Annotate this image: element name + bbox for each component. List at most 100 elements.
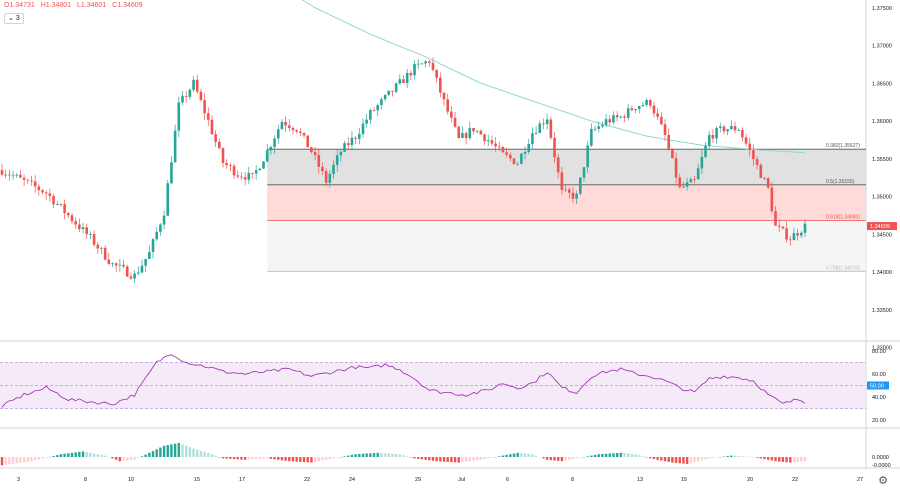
candle-body <box>601 124 604 127</box>
candle-body <box>715 128 718 139</box>
macd-histogram-bar <box>8 457 11 465</box>
rsi-tick-label: 80.00 <box>872 349 886 355</box>
macd-histogram-bar <box>45 457 48 458</box>
macd-histogram-bar <box>586 456 589 457</box>
macd-histogram-bar <box>472 457 475 461</box>
candle-body <box>446 99 450 112</box>
candle-body <box>741 130 744 138</box>
macd-histogram-bar <box>435 457 438 462</box>
macd-histogram-bar <box>221 457 225 459</box>
candle-body <box>33 181 37 187</box>
macd-histogram-bar <box>579 457 582 458</box>
candle-body <box>19 174 22 178</box>
macd-histogram-bar <box>402 455 405 457</box>
macd-histogram-bar <box>428 457 431 461</box>
candle-body <box>667 135 671 149</box>
macd-histogram-bar <box>74 452 77 457</box>
macd-histogram-bar <box>56 455 59 457</box>
candle-body <box>306 135 310 148</box>
candle-body <box>203 100 206 114</box>
candle-body <box>748 143 752 151</box>
indicator-count: 3 <box>15 15 20 22</box>
macd-histogram-bar <box>122 457 125 461</box>
macd-histogram-bar <box>796 457 799 462</box>
candle-body <box>737 130 740 132</box>
candle-body <box>678 177 682 187</box>
macd-histogram-bar <box>457 457 460 463</box>
macd-histogram-bar <box>162 445 166 457</box>
candle-body <box>195 79 199 92</box>
candle-body <box>770 187 774 212</box>
macd-histogram-bar <box>332 457 335 459</box>
gear-icon[interactable]: ⚙ <box>878 475 888 487</box>
candle-body <box>100 247 103 249</box>
candle-body <box>755 159 759 165</box>
macd-histogram-bar <box>696 457 700 462</box>
candle-body <box>376 105 380 111</box>
candle-body <box>192 79 195 90</box>
candle-body <box>361 123 365 135</box>
macd-histogram-bar <box>487 457 490 459</box>
candle-body <box>531 133 534 145</box>
macd-histogram-bar <box>254 457 258 460</box>
macd-histogram-bar <box>78 451 81 457</box>
candle-body <box>357 134 361 139</box>
macd-histogram-bar <box>770 457 774 461</box>
macd-histogram-bar <box>674 457 678 463</box>
date-tick-label: 15 <box>194 477 200 483</box>
candle-body <box>671 148 674 159</box>
macd-histogram-bar <box>509 454 512 457</box>
candle-body <box>538 123 542 134</box>
price-tick-label: 1.36500 <box>872 81 892 87</box>
indicator-collapse-button[interactable]: ⌄ 3 <box>4 13 24 24</box>
candle-body <box>262 161 265 169</box>
macd-histogram-bar <box>612 453 615 457</box>
candle-body <box>92 234 96 245</box>
candle-body <box>413 64 416 76</box>
macd-histogram-bar <box>652 457 656 460</box>
candle-body <box>177 102 181 131</box>
macd-histogram-bar <box>0 457 4 466</box>
candle-body <box>556 157 560 173</box>
macd-histogram-bar <box>148 452 151 457</box>
macd-histogram-bar <box>523 453 527 457</box>
macd-histogram-bar <box>361 453 365 457</box>
macd-histogram-bar <box>755 457 759 458</box>
macd-histogram-bar <box>800 457 803 462</box>
macd-histogram-bar <box>660 457 663 461</box>
candle-body <box>383 94 387 100</box>
candle-body <box>766 178 770 188</box>
candle-body <box>733 126 737 131</box>
macd-histogram-bar <box>424 457 427 460</box>
candle-body <box>181 96 184 103</box>
candle-body <box>674 158 678 178</box>
candle-body <box>431 62 435 70</box>
rsi-tick-label: 40.00 <box>872 395 886 401</box>
candle-body <box>206 113 210 120</box>
candle-body <box>269 147 273 151</box>
candle-body <box>52 196 55 205</box>
candle-body <box>682 186 685 188</box>
macd-histogram-bar <box>11 457 15 464</box>
candle-body <box>265 150 269 162</box>
candle-body <box>96 244 100 249</box>
macd-histogram-bar <box>111 457 114 459</box>
macd-histogram-bar <box>545 457 549 460</box>
fib-label: 0.382(1.35627) <box>826 143 860 149</box>
fib-zone-500-618 <box>267 184 866 221</box>
candle-body <box>763 177 766 179</box>
macd-histogram-bar <box>420 457 424 460</box>
candle-body <box>103 247 107 260</box>
candle-body <box>70 215 74 222</box>
candle-body <box>151 239 155 252</box>
date-tick-label: 6 <box>506 477 509 483</box>
macd-histogram-bar <box>741 456 744 457</box>
macd-histogram-bar <box>590 455 593 457</box>
candle-body <box>55 204 59 205</box>
candle-body <box>48 193 52 197</box>
candle-body <box>67 213 70 216</box>
candle-body <box>129 276 133 279</box>
candle-body <box>579 177 582 194</box>
candle-body <box>685 182 689 187</box>
